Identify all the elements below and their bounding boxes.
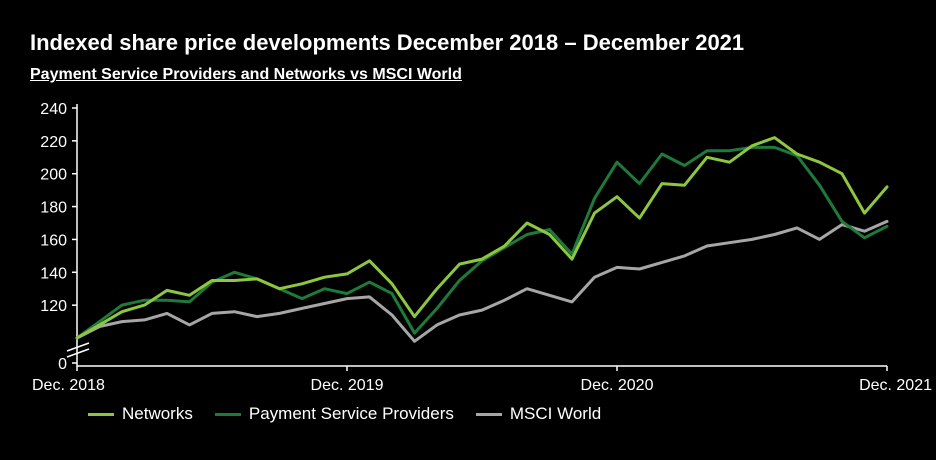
y-tick-label: 120	[40, 298, 67, 315]
y-tick-label: 200	[40, 167, 67, 184]
x-tick-label: Dec. 2021	[859, 377, 932, 394]
axis-break-mark	[66, 342, 90, 352]
axis-break-mark	[66, 348, 90, 358]
series-line-networks	[75, 136, 889, 340]
legend-item-msci-world: MSCI World	[475, 404, 602, 424]
legend-label-networks: Networks	[122, 404, 193, 423]
series-line-msci-world	[75, 219, 889, 343]
legend-swatch-payment-service-providers	[214, 412, 241, 416]
legend-swatch-networks	[88, 412, 114, 416]
legend-label-payment-service-providers: Payment Service Providers	[248, 404, 454, 423]
x-tick-label: Dec. 2018	[32, 377, 105, 394]
chart-legend: Networks Payment Service Providers MSCI …	[88, 404, 601, 424]
y-tick-label: 140	[40, 265, 67, 282]
x-tick-label: Dec. 2020	[581, 377, 654, 394]
legend-swatch-msci-world	[475, 412, 502, 416]
legend-item-payment-service-providers: Payment Service Providers	[214, 404, 454, 424]
y-tick-label: 160	[40, 232, 67, 249]
legend-item-networks: Networks	[88, 404, 193, 424]
chart-title: Indexed share price developments Decembe…	[30, 30, 745, 55]
chart-subtitle: Payment Service Providers and Networks v…	[30, 66, 462, 83]
y-tick-label: 240	[40, 101, 67, 118]
y-tick-label: 180	[40, 200, 67, 217]
y-tick-label: 220	[40, 134, 67, 151]
x-tick-label: Dec. 2019	[311, 377, 384, 394]
y-tick-label: 0	[58, 356, 67, 373]
legend-label-msci-world: MSCI World	[509, 404, 602, 423]
